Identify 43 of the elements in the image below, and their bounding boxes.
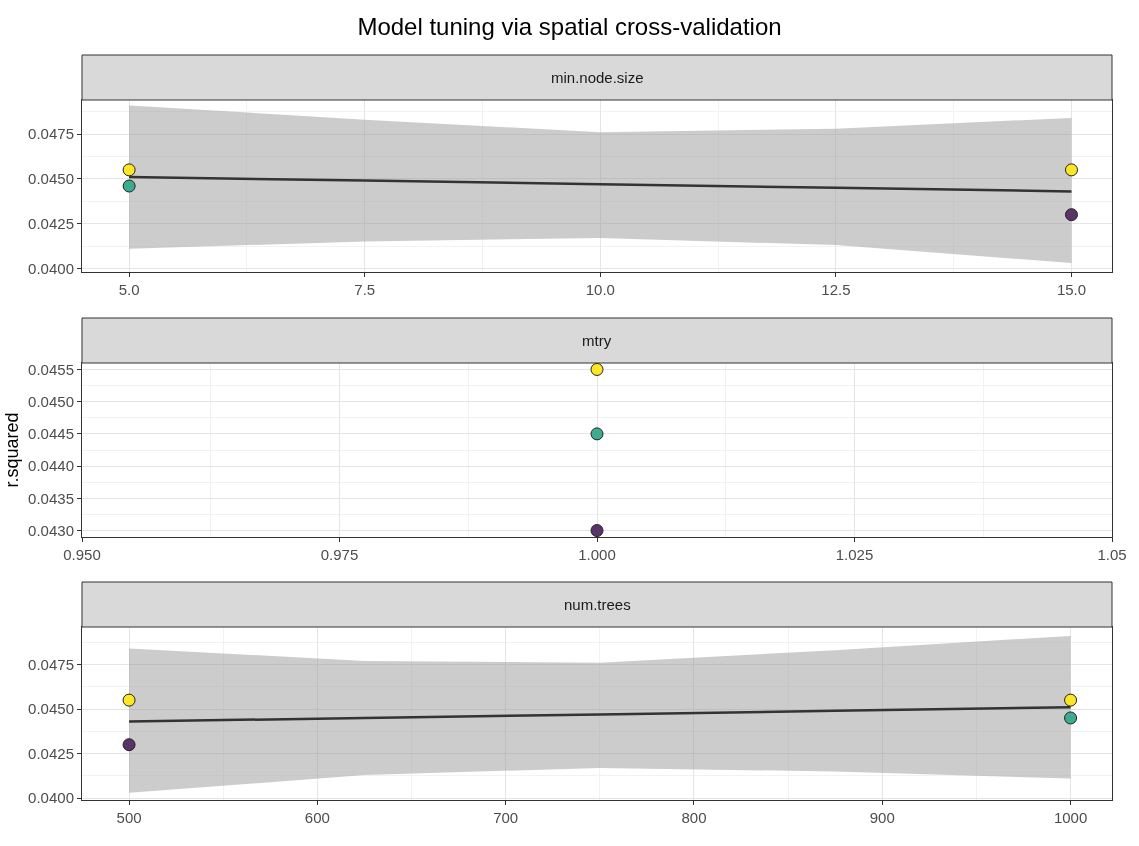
x-tick-label: 0.950 bbox=[63, 546, 101, 563]
x-tick-label: 700 bbox=[493, 809, 519, 826]
x-tick-label: 12.5 bbox=[821, 281, 851, 298]
point bbox=[1064, 208, 1078, 222]
x-tick-label: 900 bbox=[869, 809, 895, 826]
chart-subtitle: min.node.size bbox=[551, 69, 644, 86]
y-tick-label: 0.0450 bbox=[28, 170, 74, 188]
y-tick-label: 0.0425 bbox=[28, 744, 74, 762]
chart-title: Model tuning via spatial cross-validation bbox=[357, 13, 782, 41]
y-tick-label: 0.0455 bbox=[28, 360, 74, 378]
y-tick-label: 0.0425 bbox=[28, 214, 74, 232]
y-tick-label: 0.0435 bbox=[28, 489, 74, 507]
x-tick-label: 500 bbox=[116, 809, 142, 826]
y-axis-title: r.squared bbox=[2, 412, 23, 488]
x-tick-label: 1000 bbox=[1053, 809, 1088, 826]
x-tick-label: 800 bbox=[681, 809, 707, 826]
point bbox=[122, 693, 136, 707]
point bbox=[122, 738, 136, 752]
chart-subtitle: num.trees bbox=[564, 596, 631, 613]
point bbox=[122, 163, 136, 177]
x-tick-label: 15.0 bbox=[1056, 281, 1087, 298]
x-tick-label: 7.5 bbox=[354, 281, 376, 298]
y-tick-label: 0.0450 bbox=[28, 392, 74, 410]
x-tick-label: 600 bbox=[304, 809, 330, 826]
y-tick-label: 0.0475 bbox=[28, 655, 74, 673]
y-tick-label: 0.0440 bbox=[28, 457, 74, 475]
y-tick-label: 0.0450 bbox=[28, 700, 74, 718]
x-tick-label: 1.025 bbox=[835, 546, 874, 563]
x-tick-label: 1.05 bbox=[1097, 546, 1127, 563]
point bbox=[1064, 163, 1078, 177]
x-tick-label: 1.000 bbox=[578, 546, 616, 563]
point bbox=[1064, 693, 1078, 707]
point bbox=[1064, 711, 1078, 725]
x-tick-label: 10.0 bbox=[585, 281, 615, 298]
x-tick-label: 5.0 bbox=[118, 281, 140, 298]
y-tick-label: 0.0400 bbox=[28, 789, 74, 807]
y-tick-label: 0.0430 bbox=[28, 521, 74, 539]
y-tick-label: 0.0445 bbox=[28, 425, 74, 443]
point bbox=[122, 179, 136, 193]
chart-subtitle: mtry bbox=[582, 332, 612, 349]
x-tick-label: 0.975 bbox=[320, 546, 359, 563]
y-tick-label: 0.0475 bbox=[28, 125, 74, 143]
y-tick-label: 0.0400 bbox=[28, 259, 74, 277]
